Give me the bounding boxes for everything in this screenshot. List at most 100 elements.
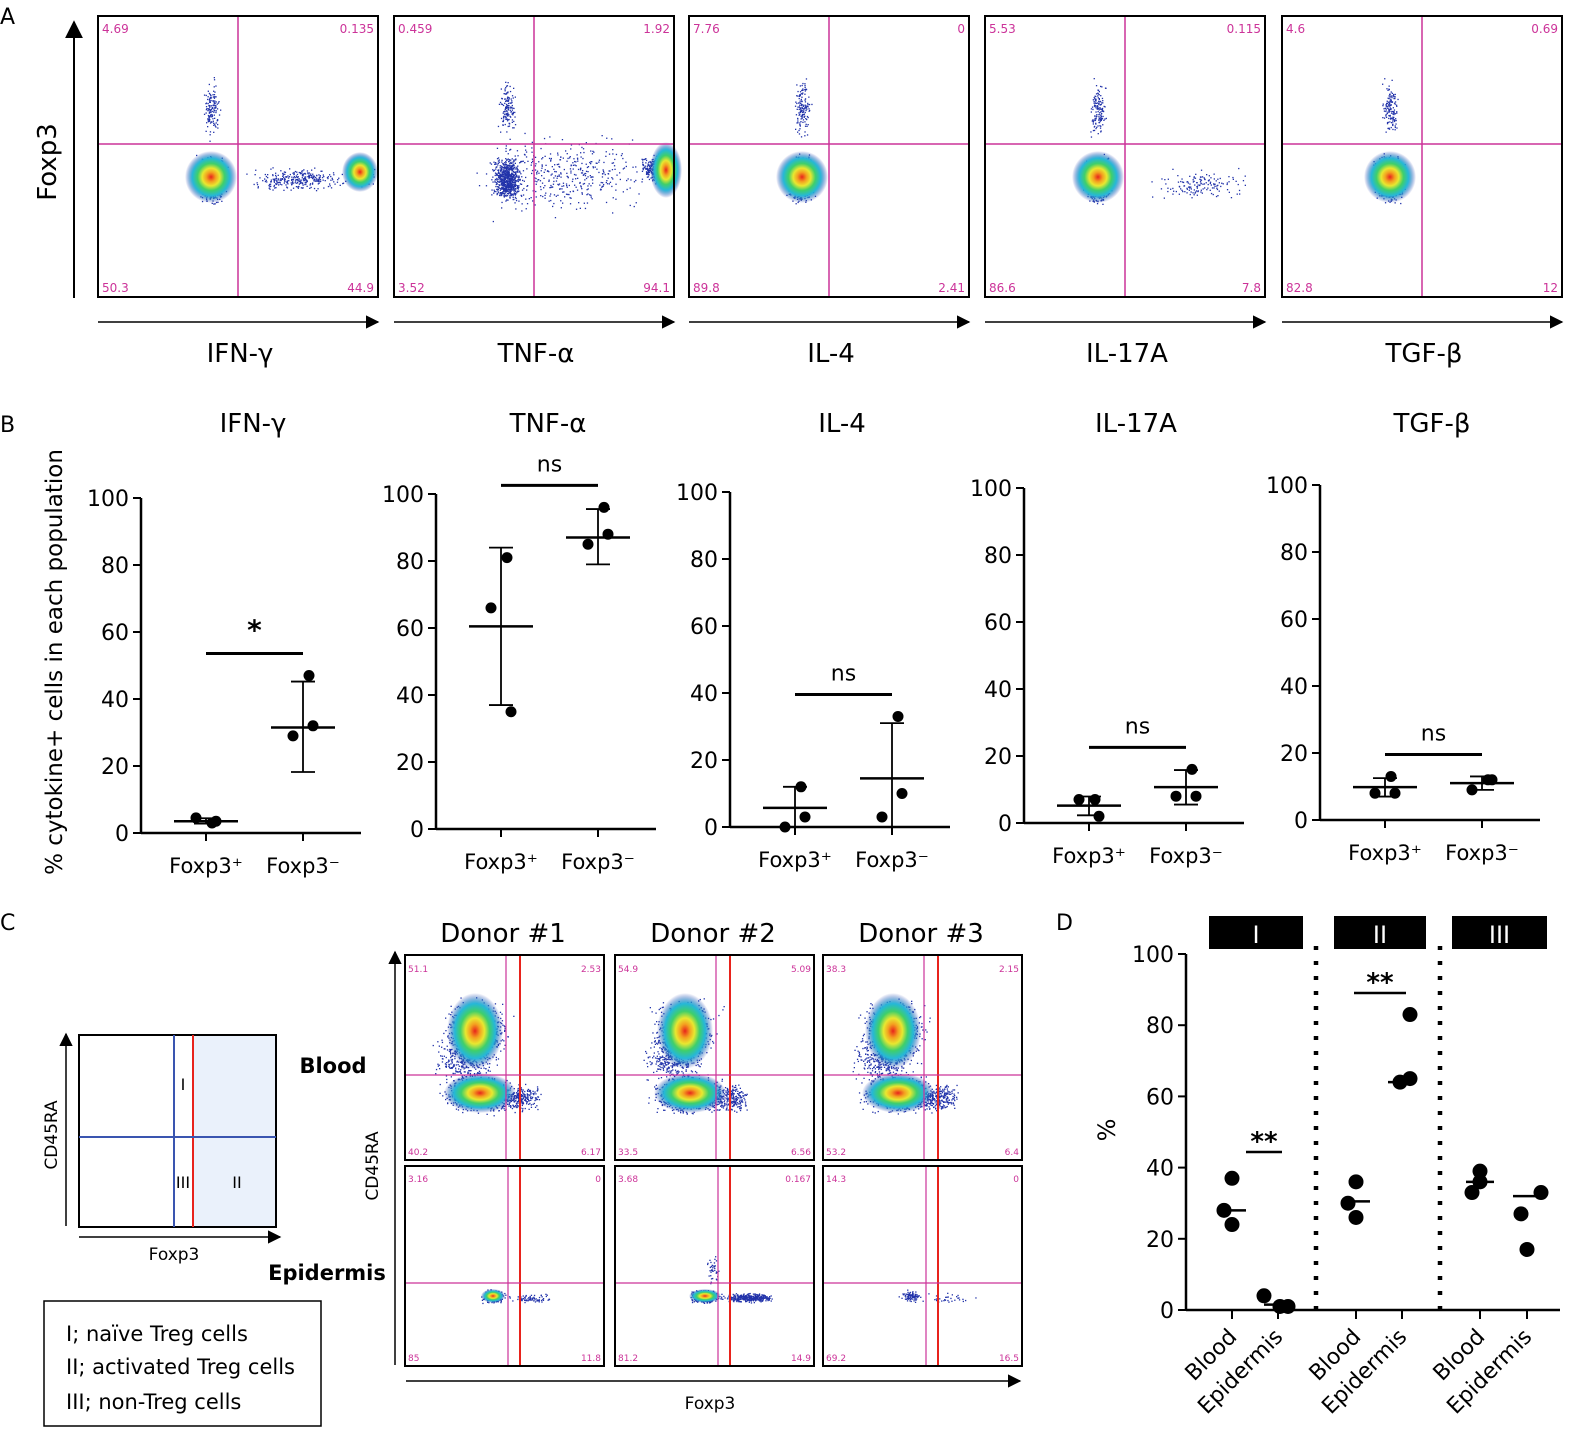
event-dot [215, 126, 217, 128]
event-dot [605, 181, 607, 184]
event-dot [568, 157, 571, 159]
event-dot [806, 108, 808, 110]
event-dot [1190, 186, 1192, 188]
event-dot [301, 182, 304, 184]
event-dot [312, 175, 314, 177]
event-dot [303, 173, 305, 175]
event-dot [1190, 188, 1192, 190]
event-dot [1197, 184, 1199, 186]
event-dot [615, 183, 617, 185]
event-dot [504, 190, 506, 192]
event-dot [521, 210, 523, 212]
event-dot [509, 149, 511, 151]
event-dot [625, 165, 627, 168]
event-dot [642, 169, 644, 171]
event-dot [645, 167, 647, 170]
event-dot [1097, 97, 1099, 99]
event-dot [311, 169, 313, 171]
event-dot [1210, 184, 1212, 186]
event-dot [1215, 195, 1218, 198]
event-dot [497, 164, 499, 166]
event-dot [804, 111, 806, 114]
event-dot [1096, 108, 1098, 110]
event-dot [285, 176, 288, 178]
event-dot [491, 194, 493, 196]
event-dot [1095, 115, 1097, 117]
event-dot [285, 184, 287, 186]
event-dot [213, 111, 215, 113]
event-dot [509, 197, 511, 199]
event-dot [571, 180, 574, 183]
event-dot [329, 185, 331, 187]
event-dot [503, 177, 505, 179]
event-dot [262, 180, 264, 182]
event-dot [804, 99, 806, 101]
event-dot [299, 181, 302, 183]
event-dot [291, 176, 293, 178]
event-dot [517, 155, 519, 157]
event-dot [603, 161, 605, 164]
event-dot [795, 128, 797, 130]
event-dot [553, 168, 555, 170]
event-dot [629, 204, 631, 207]
event-dot [569, 191, 571, 193]
event-dot [333, 181, 335, 183]
event-dot [510, 167, 512, 169]
event-dot [544, 197, 546, 199]
quadrant-value: 0 [957, 22, 965, 36]
event-dot [501, 161, 503, 163]
event-dot [291, 178, 293, 181]
event-dot [1165, 183, 1167, 185]
event-dot [214, 105, 216, 107]
event-dot [549, 153, 552, 155]
event-dot [1092, 108, 1094, 111]
event-dot [1191, 197, 1193, 199]
event-dot [644, 165, 646, 167]
event-dot [217, 201, 219, 203]
event-dot [505, 170, 507, 172]
event-dot [500, 165, 502, 167]
event-dot [269, 183, 271, 186]
event-dot [279, 179, 281, 181]
event-dot [502, 182, 504, 185]
event-dot [1101, 118, 1103, 120]
event-dot [281, 178, 284, 180]
event-dot [505, 169, 507, 171]
event-dot [296, 176, 298, 178]
event-dot [210, 111, 212, 113]
event-dot [1192, 181, 1194, 183]
event-dot [296, 173, 299, 176]
event-dot [559, 166, 561, 168]
event-dot [542, 157, 544, 159]
event-dot [805, 123, 807, 125]
event-dot [278, 181, 280, 183]
event-dot [506, 120, 509, 122]
event-dot [292, 181, 294, 183]
event-dot [646, 172, 648, 174]
event-dot [214, 91, 216, 93]
event-dot [515, 188, 517, 190]
x-axis-label: IL-4 [807, 339, 855, 369]
event-dot [510, 107, 512, 109]
event-dot [505, 173, 507, 175]
event-dot [620, 154, 623, 157]
event-dot [506, 183, 508, 185]
event-dot [512, 161, 514, 163]
event-dot [587, 176, 589, 178]
event-dot [642, 159, 644, 161]
event-dot [312, 173, 314, 175]
event-dot [277, 179, 279, 181]
event-dot [496, 193, 498, 196]
event-dot [804, 84, 806, 87]
event-dot [584, 179, 586, 181]
event-dot [562, 191, 564, 193]
event-dot [1175, 190, 1177, 193]
event-dot [493, 190, 496, 193]
event-dot [796, 102, 798, 105]
event-dot [1214, 185, 1216, 187]
event-dot [804, 83, 806, 85]
event-dot [519, 171, 521, 173]
event-dot [519, 170, 521, 172]
event-dot [578, 202, 580, 204]
event-dot [623, 167, 626, 169]
